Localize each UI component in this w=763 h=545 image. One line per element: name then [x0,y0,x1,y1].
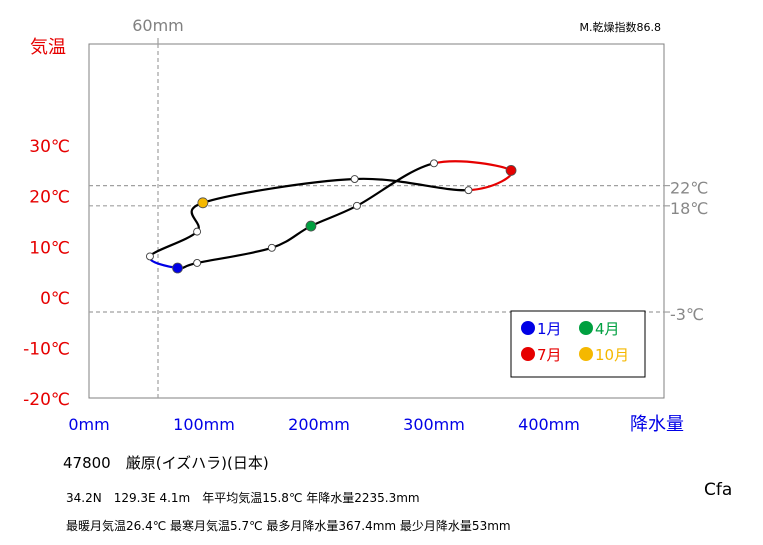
month-point-6 [430,159,438,168]
y-tick-label: -10℃ [23,339,70,359]
curve-segment [356,162,435,207]
legend-label: 7月 [537,346,562,364]
month-point-1 [172,262,183,274]
month-point-2 [193,259,202,267]
legend-marker [579,321,593,335]
station-info-line2: 最暖月気温26.4℃ 最寒月気温5.7℃ 最多月降水量367.4mm 最少月降水… [66,519,511,533]
month-point-3 [267,243,276,252]
month-point-10 [197,197,209,209]
month-point-4 [305,220,317,232]
legend-label: 4月 [595,320,620,338]
x-tick-label: 400mm [518,415,580,434]
month-point-5 [353,201,361,210]
curve-segment [202,177,355,204]
x-tick-label: 300mm [403,415,465,434]
curve-segment [354,177,469,192]
legend-label: 1月 [537,320,562,338]
legend: 1月 4月 7月 10月 [510,310,646,378]
y-tick-label: 0℃ [40,289,70,309]
x-tick-label: 200mm [288,415,350,434]
reference-line-label: 18℃ [670,199,708,218]
month-point-11 [193,227,202,236]
y-tick-label: -20℃ [23,390,70,410]
x-axis-title: 降水量 [630,414,684,435]
month-point-9 [350,175,359,183]
aridity-index: M.乾燥指数86.8 [580,20,661,34]
y-axis-title: 気温 [30,37,66,58]
station-info-line1: 34.2N 129.3E 4.1m 年平均気温15.8℃ 年降水量2235.3m… [66,491,420,505]
station-name: 47800 厳原(イズハラ)(日本) [63,454,269,472]
y-tick-label: 30℃ [29,137,70,157]
y-tick-label: 10℃ [29,238,70,258]
curve-segment [196,246,273,265]
y-tick-label: 20℃ [29,188,70,208]
legend-marker [521,321,535,335]
reference-line-label: -3℃ [670,305,704,324]
climate-class: Cfa [704,480,733,500]
reference-line-label: 22℃ [670,179,708,198]
legend-marker [579,347,593,361]
month-point-8 [464,186,473,195]
x-tick-label: 100mm [173,415,235,434]
legend-marker [521,347,535,361]
month-point-12 [145,252,154,261]
top-marker-label: 60mm [132,16,184,35]
x-tick-label: 0mm [68,415,109,434]
legend-label: 10月 [595,346,629,364]
month-point-7 [505,165,517,176]
